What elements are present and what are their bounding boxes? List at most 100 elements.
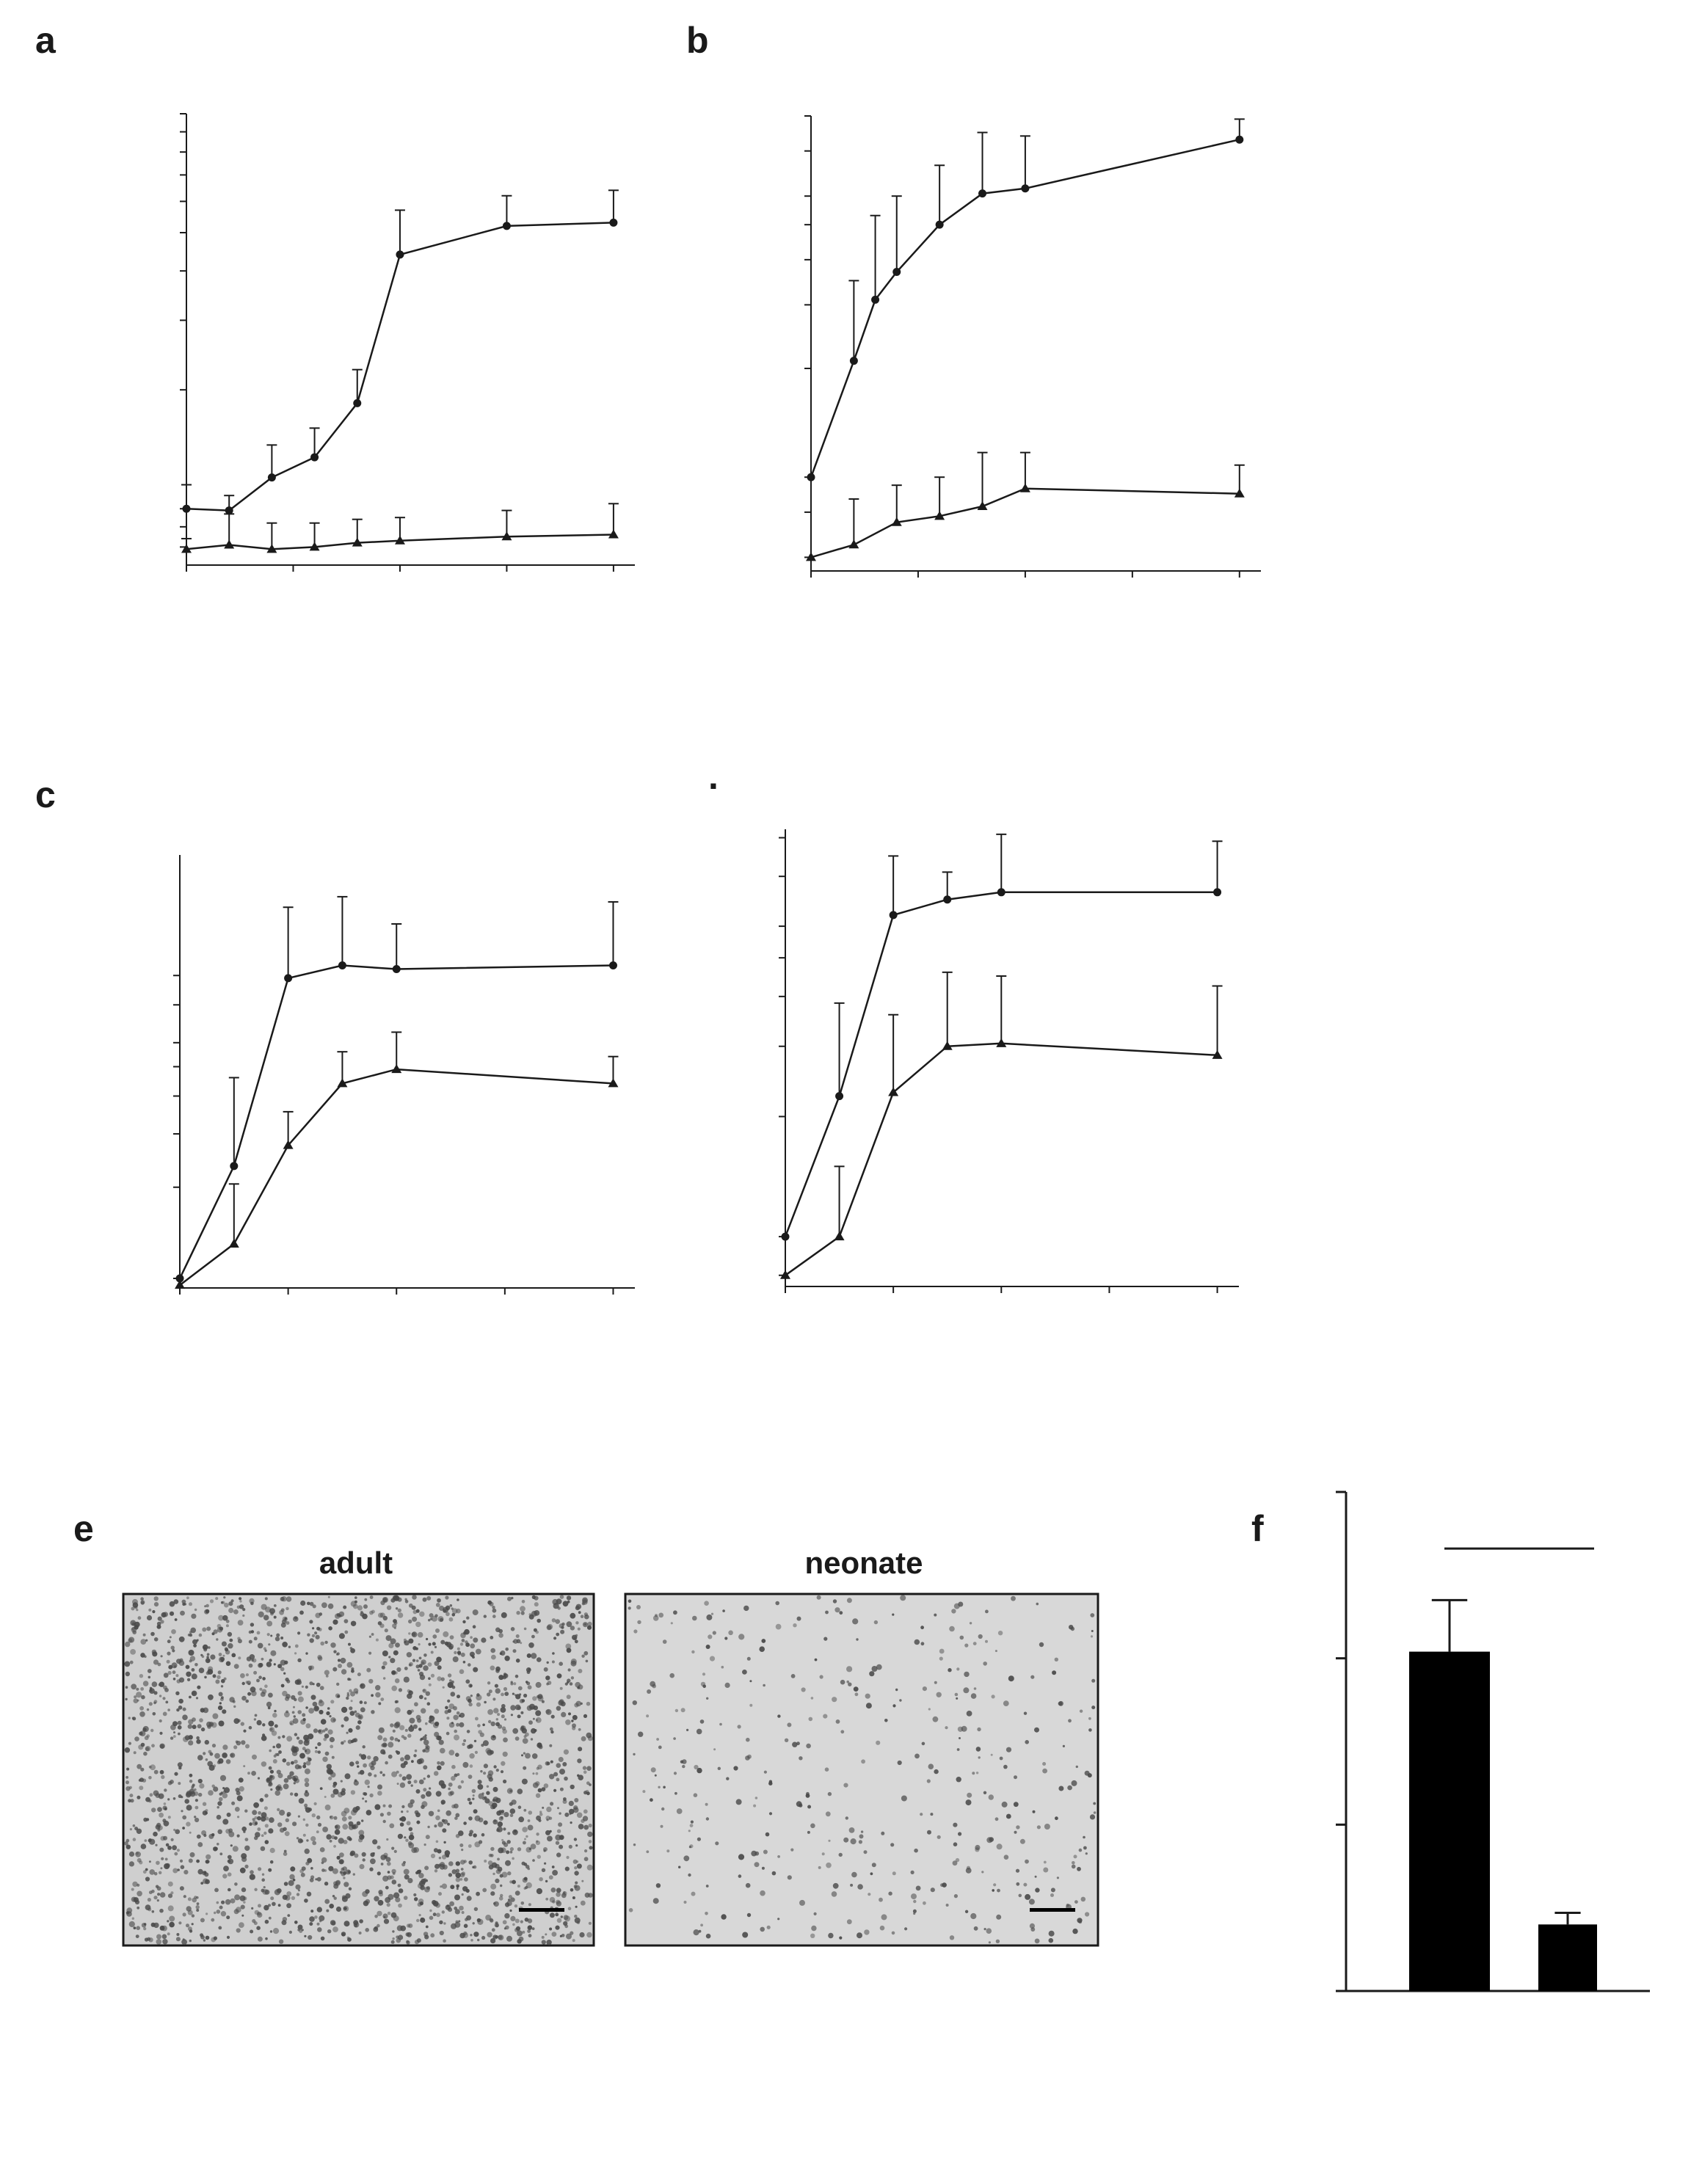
cell <box>153 1691 158 1695</box>
cell <box>525 1885 528 1889</box>
cell <box>393 1595 400 1601</box>
cell <box>377 1845 381 1849</box>
cell <box>996 1914 1002 1920</box>
data-point-adults <box>225 506 233 515</box>
cell <box>208 1750 212 1754</box>
cell <box>392 1930 395 1933</box>
cell <box>445 1595 449 1600</box>
cell <box>241 1695 247 1701</box>
cell <box>219 1852 223 1856</box>
cell <box>456 1888 459 1890</box>
cell <box>227 1859 231 1863</box>
cell <box>460 1780 465 1784</box>
cell <box>317 1750 321 1754</box>
cell <box>818 1866 821 1869</box>
cell <box>437 1665 442 1670</box>
cell <box>141 1923 147 1928</box>
cell <box>572 1723 576 1728</box>
cell <box>337 1695 341 1698</box>
cell <box>177 1762 183 1768</box>
data-point-neonates <box>391 1064 402 1074</box>
cell <box>223 1596 226 1599</box>
cell <box>541 1868 546 1872</box>
cell <box>845 1816 849 1820</box>
cell <box>254 1888 258 1891</box>
cell <box>394 1678 400 1684</box>
cell <box>314 1631 318 1635</box>
cell <box>440 1761 445 1766</box>
cell <box>528 1810 533 1815</box>
cell <box>488 1689 492 1694</box>
cell <box>443 1939 446 1943</box>
cell <box>495 1718 498 1721</box>
cell <box>522 1738 528 1744</box>
cell <box>517 1885 520 1888</box>
cell <box>167 1881 173 1887</box>
cell <box>294 1759 298 1764</box>
cell <box>437 1761 440 1765</box>
cell <box>539 1877 543 1882</box>
cell <box>478 1793 484 1799</box>
cell <box>151 1889 155 1893</box>
cell <box>722 1609 725 1612</box>
cell <box>288 1645 291 1648</box>
cell <box>217 1801 222 1806</box>
cell <box>131 1917 134 1920</box>
cell <box>182 1815 187 1820</box>
cell <box>387 1811 391 1816</box>
cell <box>710 1612 714 1615</box>
data-point-neonates <box>337 1078 348 1088</box>
cell <box>327 1595 330 1598</box>
cell <box>250 1630 255 1634</box>
cell <box>137 1795 141 1799</box>
cell <box>514 1890 520 1896</box>
cell <box>264 1889 270 1895</box>
cell <box>1066 1903 1069 1907</box>
cell <box>449 1604 453 1607</box>
cell <box>422 1597 427 1602</box>
cell <box>268 1916 272 1920</box>
cell <box>296 1837 299 1840</box>
cell <box>509 1909 512 1912</box>
cell <box>140 1767 145 1772</box>
cell <box>717 1766 721 1770</box>
cell <box>305 1723 311 1729</box>
cell <box>506 1900 512 1907</box>
cell <box>305 1748 311 1755</box>
cell <box>297 1658 302 1662</box>
cell <box>282 1642 288 1648</box>
cell <box>268 1828 274 1834</box>
cell <box>447 1681 454 1689</box>
cell <box>347 1937 352 1942</box>
cell <box>494 1684 499 1688</box>
cell <box>189 1695 192 1699</box>
cell <box>366 1810 372 1816</box>
cell <box>535 1772 539 1775</box>
cell <box>433 1848 438 1853</box>
cell <box>523 1887 526 1890</box>
cell <box>502 1751 508 1757</box>
cell <box>363 1604 368 1609</box>
cell <box>466 1896 472 1901</box>
cell <box>556 1763 561 1768</box>
cell <box>193 1644 197 1648</box>
cell <box>523 1627 527 1631</box>
cell <box>243 1901 246 1904</box>
cell <box>141 1695 145 1700</box>
cell <box>153 1701 156 1705</box>
cell <box>1090 1635 1094 1638</box>
cell <box>153 1871 158 1876</box>
cell <box>442 1686 445 1689</box>
cell <box>395 1607 399 1610</box>
cell <box>140 1687 145 1691</box>
cell <box>222 1654 225 1657</box>
cell <box>636 1605 641 1609</box>
cell <box>468 1844 472 1848</box>
cell <box>133 1926 137 1929</box>
cell <box>1034 1875 1037 1878</box>
cell <box>502 1675 506 1680</box>
cell <box>746 1912 752 1918</box>
cell <box>218 1692 223 1697</box>
cell <box>470 1636 473 1639</box>
cell <box>541 1935 545 1939</box>
